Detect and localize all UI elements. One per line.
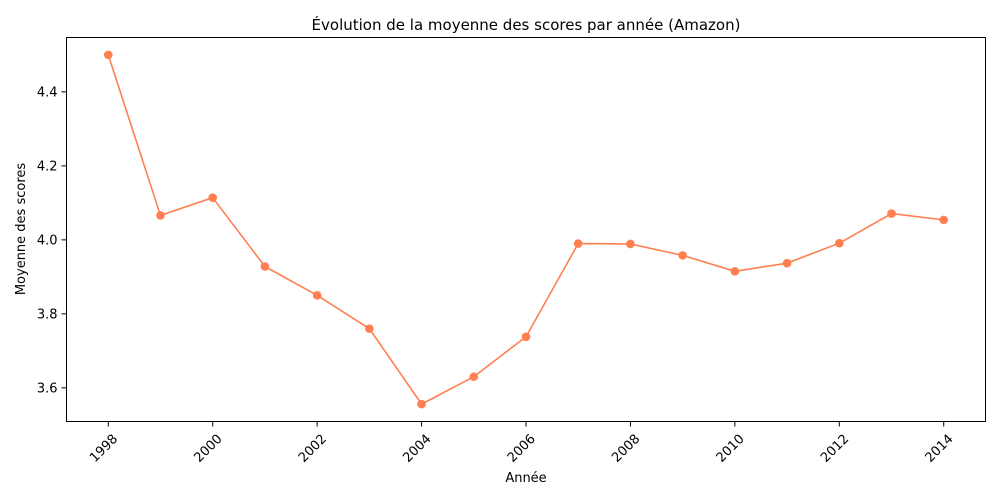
data-point-1998 bbox=[103, 50, 113, 60]
chart-title: Évolution de la moyenne des scores par a… bbox=[312, 15, 741, 34]
data-point-2008 bbox=[626, 239, 635, 249]
y-tick-label: 4.0 bbox=[37, 233, 58, 248]
data-point-2002 bbox=[312, 291, 322, 300]
data-point-2009 bbox=[678, 251, 687, 260]
y-tick-label: 4.4 bbox=[37, 85, 58, 100]
y-axis-title: Moyenne des scores bbox=[14, 163, 29, 296]
x-axis: 1998 2000 2002 2004 2006 2008 2010 2012 2014 bbox=[87, 421, 957, 466]
data-point-2011 bbox=[782, 258, 792, 268]
data-point-2000 bbox=[208, 193, 218, 202]
y-axis: 3.6 3.8 4.0 4.2 4.4 bbox=[37, 85, 67, 396]
y-tick-label: 3.8 bbox=[37, 307, 58, 322]
data-point-2007 bbox=[573, 239, 583, 248]
x-tick-label: 2014 bbox=[923, 432, 957, 466]
data-point-1999 bbox=[156, 211, 165, 220]
x-tick-label: 1998 bbox=[87, 432, 121, 466]
data-point-2006 bbox=[521, 332, 531, 342]
y-tick-label: 3.6 bbox=[37, 381, 58, 396]
x-tick-label: 2012 bbox=[818, 432, 852, 466]
data-point-2010 bbox=[730, 267, 740, 276]
data-point-2013 bbox=[887, 209, 896, 218]
data-point-2012 bbox=[834, 238, 844, 248]
x-axis-title: Année bbox=[505, 471, 546, 486]
x-tick-label: 2002 bbox=[296, 432, 330, 466]
data-point-2005 bbox=[469, 372, 479, 382]
x-tick-label: 2004 bbox=[400, 432, 434, 466]
series-line bbox=[107, 54, 944, 405]
x-tick-label: 2000 bbox=[192, 432, 226, 466]
plot-area-frame bbox=[66, 37, 986, 422]
data-point-2004 bbox=[417, 399, 426, 409]
x-tick-label: 2010 bbox=[714, 432, 748, 466]
x-tick-label: 2006 bbox=[505, 432, 539, 466]
data-point-2014 bbox=[939, 215, 949, 225]
series-layer bbox=[103, 50, 949, 409]
data-point-2001 bbox=[260, 262, 270, 271]
data-point-2003 bbox=[365, 324, 374, 333]
y-tick-label: 4.2 bbox=[37, 159, 58, 174]
x-tick-label: 2008 bbox=[609, 432, 643, 466]
